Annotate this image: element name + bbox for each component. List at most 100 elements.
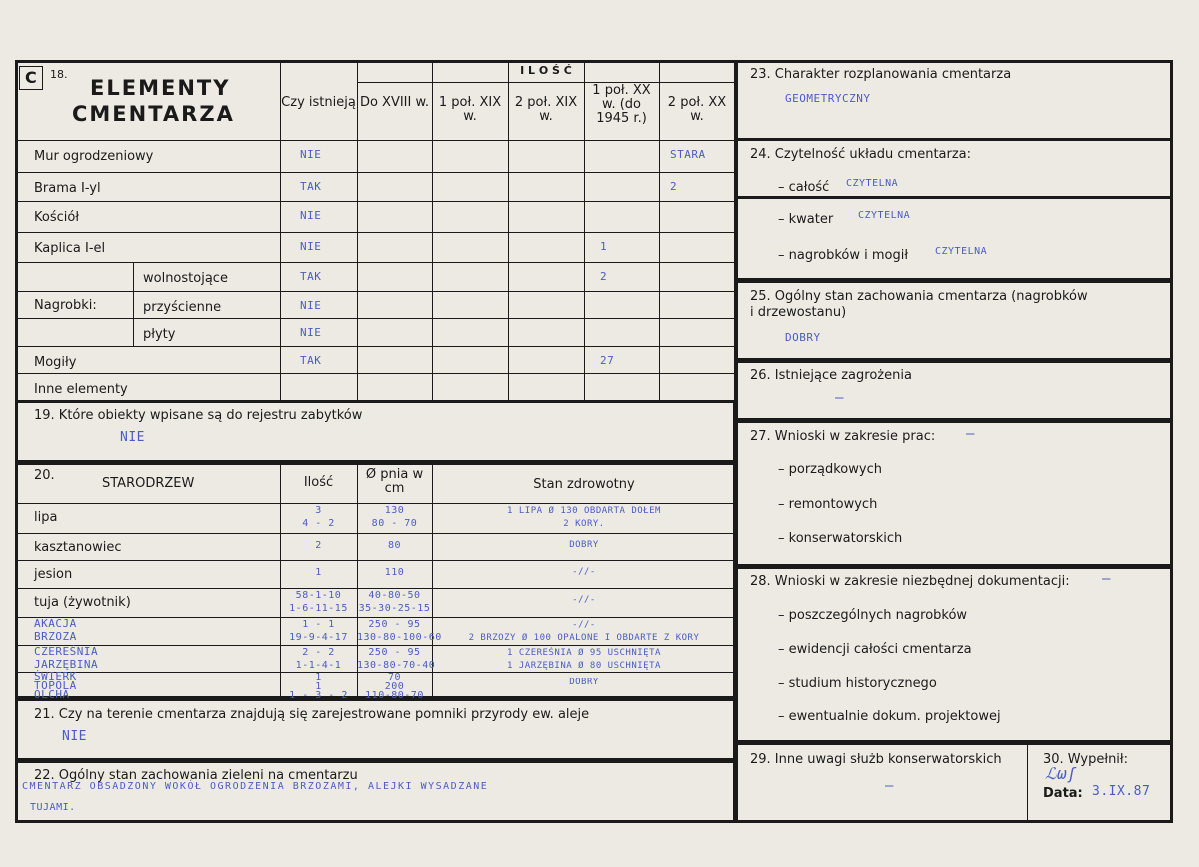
tree-name: tuja (żywotnik) [34, 595, 131, 610]
s22-answer-1: CMENTARZ OBSADZONY WOKÓŁ OGRODZENIA BRZO… [22, 781, 489, 792]
s18-c4-value: 1 [600, 240, 608, 253]
s18-title-1: ELEMENTY [90, 76, 231, 100]
s28-label: 28. Wnioski w zakresie niezbędnej dokume… [750, 574, 1070, 589]
s18-row-label: płyty [143, 327, 176, 342]
tree-qty: 2 [315, 540, 322, 551]
tree-diameter: 40-80-50 35-30-25-15 [358, 590, 431, 614]
signature-mark: ℒωʃ [1045, 764, 1078, 783]
s19-label: 19. Które obiekty wpisane są do rejestru… [34, 408, 363, 423]
s27-item: – porządkowych [778, 462, 882, 477]
s18-exists-value: TAK [300, 180, 322, 193]
s24-box [735, 138, 1173, 281]
s27-box [735, 420, 1173, 567]
s18-number: 18. [50, 68, 68, 81]
tree-diameter: 110 [384, 567, 405, 578]
s26-label: 26. Istniejące zagrożenia [750, 368, 912, 383]
tree-diameter: 250 - 95 130-80-70-40 [357, 647, 436, 671]
s18-exists-value: NIE [300, 209, 322, 222]
tree-name: lipa [34, 510, 58, 525]
s18-row-label: Brama I-yl [34, 181, 101, 196]
col-period-1: 1 poł. XIX w. [438, 95, 502, 124]
s27-answer: — [966, 426, 975, 442]
s18-exists-value: NIE [300, 299, 322, 312]
s28-item: – poszczególnych nagrobków [778, 608, 968, 623]
col-period-3: 1 poł. XX w. (do 1945 r.) [592, 83, 651, 126]
nagrobki-label: Nagrobki: [34, 298, 97, 313]
s23-answer: GEOMETRYCZNY [785, 92, 871, 105]
s29-label: 29. Inne uwagi służb konserwatorskich [750, 752, 1002, 767]
s18-c4-value: 27 [600, 354, 615, 367]
s20-col-qty: Ilość [303, 475, 334, 490]
s28-item: – ewentualnie dokum. projektowej [778, 709, 1001, 724]
tree-name: ŚWIERK TOPOLA OLCHA [34, 670, 77, 701]
tree-diameter: 130 80 - 70 [371, 505, 418, 529]
s18-exists-value: TAK [300, 354, 322, 367]
tree-health: DOBRY [569, 678, 599, 687]
s19-box [15, 400, 736, 463]
s18-row-label: Mogiły [34, 355, 77, 370]
s20-title: STARODRZEW [102, 476, 195, 491]
s24-item-label: – nagrobków i mogił [778, 248, 909, 263]
s21-label: 21. Czy na terenie cmentarza znajdują si… [34, 707, 590, 722]
s25-label-2: i drzewostanu) [750, 305, 847, 320]
tree-qty: 3 4 - 2 [302, 505, 335, 529]
tree-qty: 1 1 1 - 3 - 2 [289, 672, 348, 701]
tree-qty: 2 - 2 1-1-4-1 [295, 647, 342, 671]
s18-row-label: wolnostojące [143, 271, 228, 286]
col-exists: Czy istnieją [281, 95, 356, 110]
s18-row-label: przyścienne [143, 300, 222, 315]
s22-box [15, 760, 736, 823]
s18-row [15, 201, 736, 233]
s28-item: – studium historycznego [778, 676, 937, 691]
s28-answer: — [1102, 571, 1111, 587]
s24-label: 24. Czytelność układu cmentarza: [750, 147, 972, 162]
s21-answer: NIE [62, 729, 87, 744]
s18-exists-value: NIE [300, 148, 322, 161]
s20-number: 20. [34, 468, 55, 483]
tree-name: CZEREŚNIA JARZĘBINA [34, 645, 99, 671]
section-c-letter: C [25, 68, 37, 87]
s20-box [15, 462, 736, 699]
s24-item-answer: CZYTELNA [846, 178, 899, 189]
s25-box [735, 280, 1173, 361]
tree-name: jesion [34, 567, 73, 582]
s26-box [735, 360, 1173, 421]
nagrobki-group [133, 262, 281, 347]
tree-name: kasztanowiec [34, 540, 122, 555]
s18-row-label: Kaplica I-el [34, 241, 106, 256]
s18-row [15, 232, 736, 263]
s18-exists-value: NIE [300, 240, 322, 253]
s24-item-answer: CZYTELNA [935, 246, 988, 257]
s18-row-label: Mur ogrodzeniowy [34, 149, 154, 164]
s23-label: 23. Charakter rozplanowania cmentarza [750, 67, 1012, 82]
s20-col-health: Stan zdrowotny [533, 477, 635, 492]
tree-diameter: 250 - 95 130-80-100-60 [357, 619, 442, 643]
s18-row [15, 172, 736, 202]
s18-c5-value: 2 [670, 180, 678, 193]
tree-qty: 1 - 1 19-9-4-17 [289, 619, 348, 643]
tree-health: DOBRY [569, 540, 599, 550]
nagrobki-label-cell [15, 262, 134, 347]
s18-row [15, 346, 736, 374]
tree-health: 1 LIPA Ø 130 OBDARTA DOŁEM 2 KORY. [507, 506, 661, 529]
tree-diameter: 80 [387, 540, 402, 551]
s21-box [15, 698, 736, 761]
s30-date-label: Data: [1043, 786, 1083, 801]
s18-exists-value: TAK [300, 270, 322, 283]
section-c-badge [19, 66, 43, 90]
s25-label-1: 25. Ogólny stan zachowania cmentarza (na… [750, 289, 1088, 304]
tree-qty: 1 [315, 567, 322, 578]
s27-label: 27. Wnioski w zakresie prac: [750, 429, 936, 444]
s23-box [735, 60, 1173, 199]
s27-item: – konserwatorskich [778, 531, 903, 546]
s18-exists-value: NIE [300, 326, 322, 339]
tree-diameter: 70 200 110-80-70 [365, 672, 424, 701]
s22-answer-2: TUJAMI. [30, 802, 76, 813]
s22-label: 22. Ogólny stan zachowania zieleni na cm… [34, 768, 358, 783]
s18-row-label: Kościół [34, 210, 80, 225]
col-period-0: Do XVIII w. [359, 95, 430, 110]
tree-health: -//- [572, 595, 596, 605]
col-period-2: 2 poł. XIX w. [514, 95, 578, 124]
tree-qty: 58-1-10 1-6-11-15 [289, 590, 348, 614]
s28-box [735, 566, 1173, 743]
